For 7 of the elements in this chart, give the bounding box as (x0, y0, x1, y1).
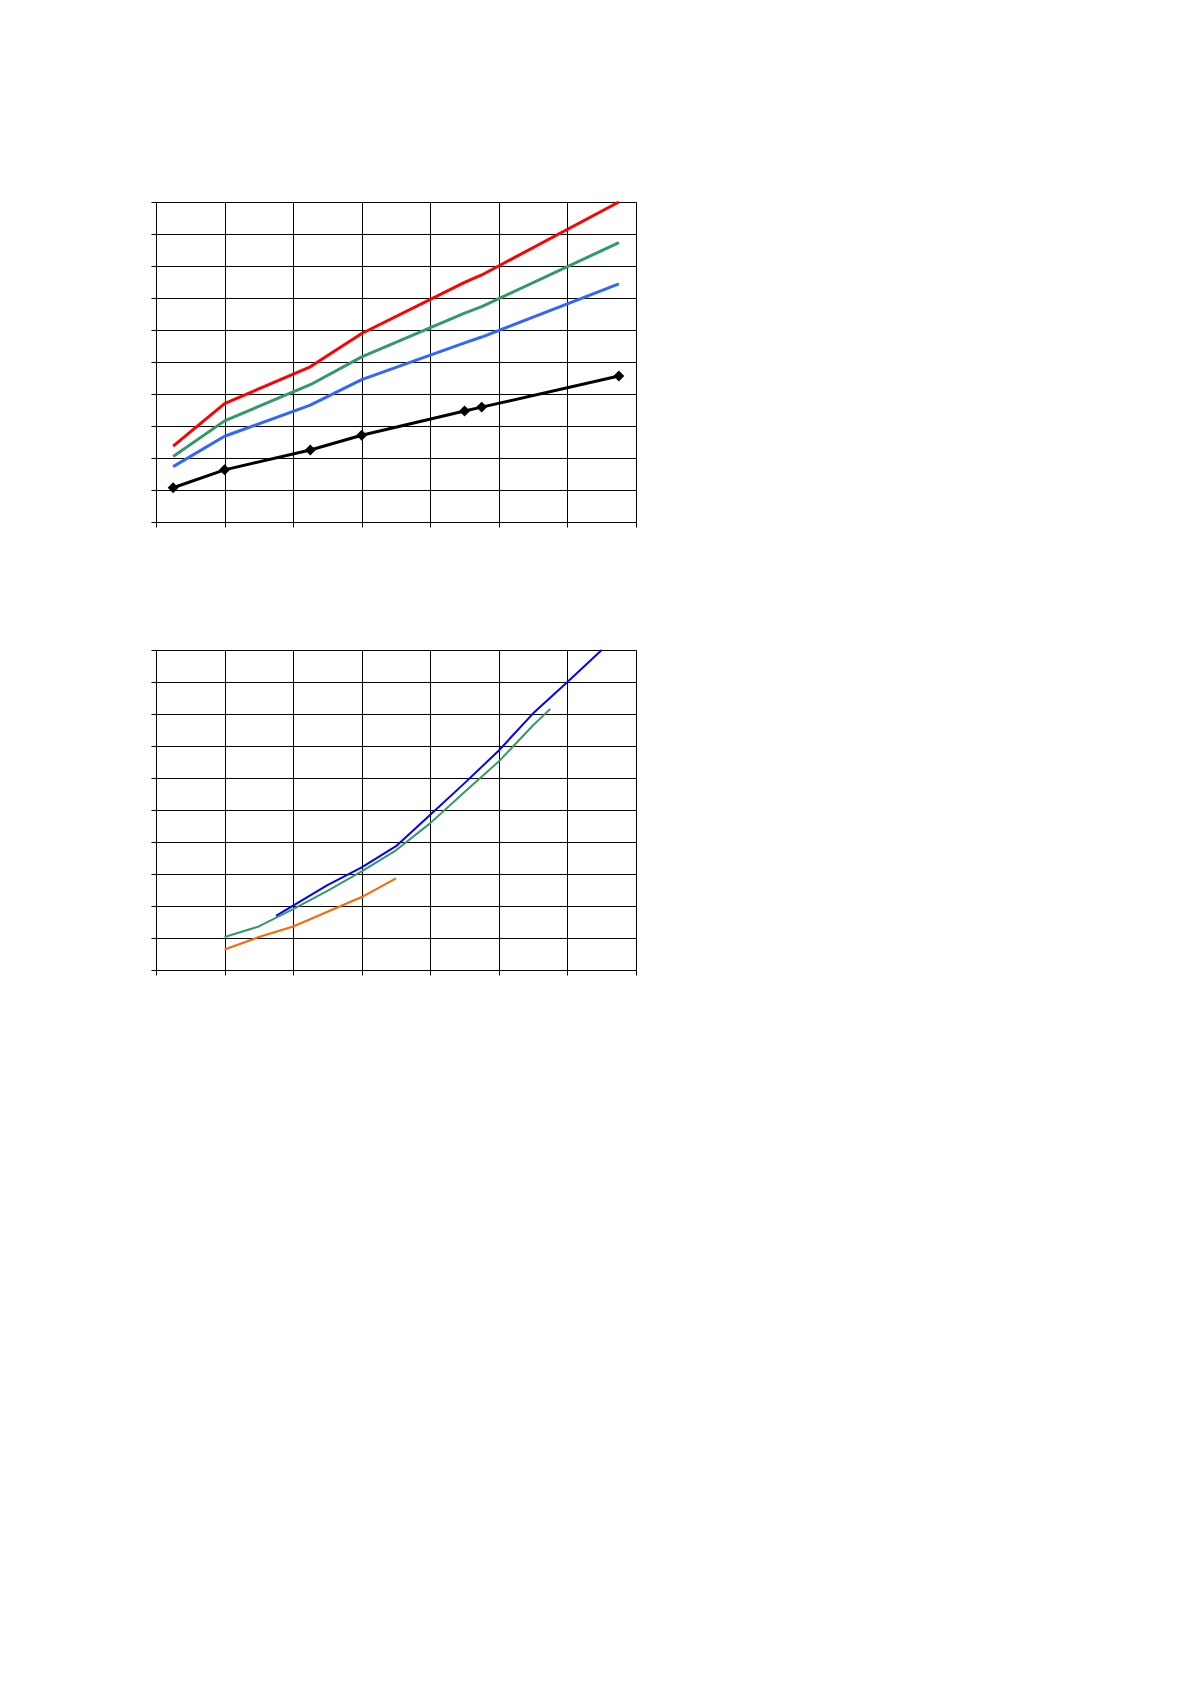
point (613, 370, 625, 382)
point (356, 429, 368, 441)
point (476, 401, 488, 413)
point (219, 464, 231, 476)
point (459, 405, 471, 417)
point (304, 444, 316, 456)
point (167, 482, 179, 494)
